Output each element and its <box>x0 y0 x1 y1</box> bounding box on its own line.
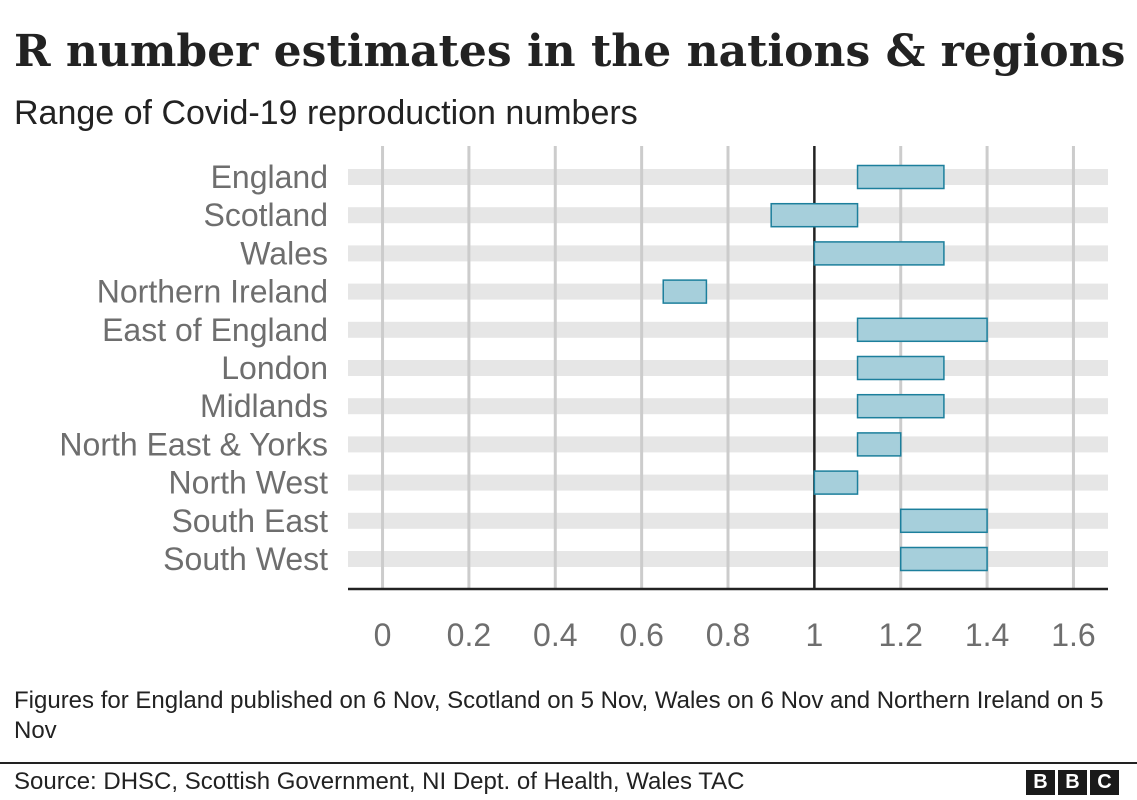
range-bar <box>662 279 708 304</box>
category-label: Scotland <box>203 197 328 233</box>
category-label: North East & Yorks <box>59 426 328 462</box>
range-bar <box>856 164 945 190</box>
logo-letter: C <box>1090 770 1119 795</box>
tick-labels: 0 0.2 0.4 0.6 0.8 1 1.2 1.4 1.6 <box>374 617 1096 653</box>
category-label: East of England <box>102 312 328 348</box>
range-bar <box>856 355 945 381</box>
category-label: Northern Ireland <box>97 274 328 310</box>
range-bar <box>899 546 988 572</box>
logo-letter: B <box>1058 770 1087 795</box>
chart-title: R number estimates in the nations & regi… <box>14 26 1126 77</box>
footer-divider <box>0 762 1137 764</box>
range-bars <box>662 164 988 572</box>
tick-label: 1 <box>805 617 823 653</box>
source-text: Source: DHSC, Scottish Government, NI De… <box>14 768 745 795</box>
logo-letter: B <box>1026 770 1055 795</box>
range-bar <box>856 432 902 457</box>
range-bar <box>813 470 859 495</box>
category-label: North West <box>169 465 329 501</box>
tick-label: 1.4 <box>965 617 1009 653</box>
bbc-logo: B B C <box>1026 770 1119 795</box>
tick-label: 1.2 <box>878 617 922 653</box>
category-label: South East <box>171 503 328 539</box>
chart-note: Figures for England published on 6 Nov, … <box>14 687 1104 744</box>
tick-label: 0.2 <box>447 617 491 653</box>
category-label: Midlands <box>200 388 328 424</box>
chart-subtitle: Range of Covid-19 reproduction numbers <box>14 94 638 132</box>
tick-label: 0.4 <box>533 617 577 653</box>
range-bar <box>770 202 859 228</box>
range-bar <box>856 393 945 419</box>
category-label: London <box>221 350 328 386</box>
category-label: South West <box>163 541 328 577</box>
category-label: England <box>211 159 328 195</box>
tick-label: 0.6 <box>619 617 663 653</box>
tick-label: 1.6 <box>1051 617 1095 653</box>
range-bar <box>856 317 988 343</box>
tick-label: 0.8 <box>706 617 750 653</box>
tick-label: 0 <box>374 617 392 653</box>
range-bar <box>813 241 945 266</box>
range-bar <box>899 508 988 534</box>
category-label: Wales <box>240 235 328 271</box>
